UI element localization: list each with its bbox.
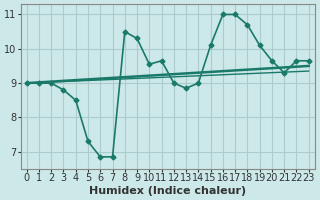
X-axis label: Humidex (Indice chaleur): Humidex (Indice chaleur) — [89, 186, 246, 196]
